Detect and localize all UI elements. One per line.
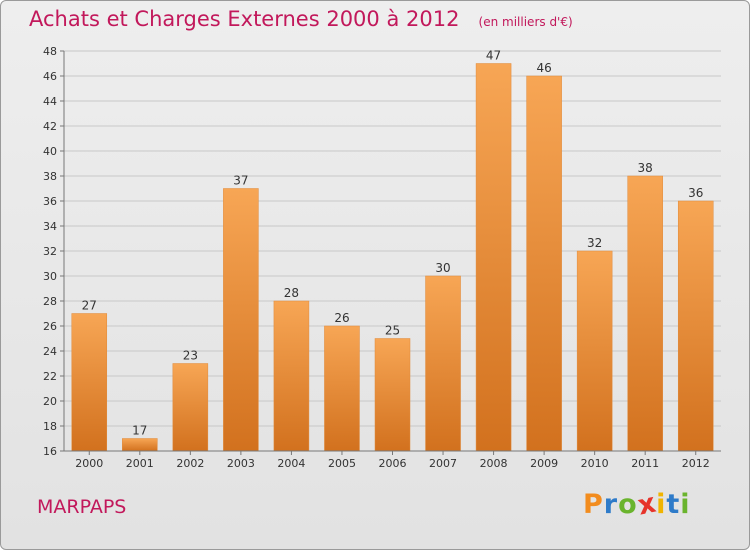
y-tick-label: 22 [43, 370, 57, 383]
bar-value-label: 25 [385, 324, 400, 338]
y-tick-label: 20 [43, 395, 57, 408]
bar-value-label: 46 [536, 61, 551, 75]
y-tick-label: 30 [43, 270, 57, 283]
x-tick-label: 2004 [277, 457, 305, 470]
bar [526, 75, 562, 452]
x-tick-label: 2001 [126, 457, 154, 470]
y-tick-label: 38 [43, 170, 57, 183]
logo-letter: t [666, 489, 681, 520]
x-tick-label: 2005 [328, 457, 356, 470]
x-tick-label: 2002 [176, 457, 204, 470]
y-tick-label: 34 [43, 220, 57, 233]
bar [425, 275, 461, 452]
x-tick-label: 2010 [581, 457, 609, 470]
y-tick-label: 44 [43, 95, 57, 108]
x-tick-label: 2006 [379, 457, 407, 470]
bar [324, 325, 360, 452]
bar-value-label: 27 [82, 299, 97, 313]
bar-value-label: 30 [435, 261, 450, 275]
bar [172, 363, 209, 452]
y-tick-label: 18 [43, 420, 57, 433]
bars [71, 63, 714, 452]
x-tick-label: 2011 [631, 457, 659, 470]
y-tick-label: 28 [43, 295, 57, 308]
chart-unit-label: (en milliers d'€) [478, 15, 573, 29]
x-tick-label: 2007 [429, 457, 457, 470]
bar [677, 200, 714, 452]
y-tick-label: 48 [43, 45, 57, 58]
bar-value-label: 32 [587, 236, 602, 250]
bar-value-label: 28 [284, 286, 299, 300]
bar-value-label: 23 [183, 349, 198, 363]
y-tick-label: 26 [43, 320, 57, 333]
x-tick-label: 2012 [682, 457, 710, 470]
y-tick-label: 46 [43, 70, 57, 83]
bar [627, 175, 663, 452]
chart-title: Achats et Charges Externes 2000 à 2012 (… [29, 7, 573, 31]
bar [475, 63, 512, 452]
bar-value-label: 37 [233, 174, 248, 188]
x-tick-label: 2000 [75, 457, 103, 470]
logo-letter: r [603, 489, 619, 520]
x-tick-label: 2009 [530, 457, 558, 470]
bar-value-label: 47 [486, 49, 501, 63]
chart-title-text: Achats et Charges Externes 2000 à 2012 [29, 7, 460, 31]
bar-value-label: 17 [132, 424, 147, 438]
proxiti-logo: Proxiti [583, 487, 691, 521]
y-tick-label: 36 [43, 195, 57, 208]
x-tick-label: 2003 [227, 457, 255, 470]
logo-letter: i [680, 489, 691, 520]
bar [374, 338, 411, 452]
bar [576, 250, 613, 452]
y-tick-label: 24 [43, 345, 57, 358]
bar [223, 188, 259, 452]
logo-letter: i [656, 489, 667, 520]
bar [273, 300, 310, 452]
bar-value-label: 38 [638, 161, 653, 175]
y-tick-label: 42 [43, 120, 57, 133]
bar [71, 313, 108, 452]
bar [122, 438, 158, 452]
data-labels: 27 17 23 37 28 26 25 30 47 46 32 38 36 [82, 49, 704, 438]
y-tick-label: 16 [43, 445, 57, 458]
x-axis-ticks: 2000 2001 2002 2003 2004 2005 2006 2007 2008 2009… [75, 451, 710, 470]
logo-letter: o [618, 489, 638, 520]
y-axis-ticks: 16 18 20 22 24 26 28 30 32 34 36 38 40 42 44 46 48 [43, 45, 64, 458]
y-tick-label: 40 [43, 145, 57, 158]
bar-value-label: 36 [688, 186, 703, 200]
commune-name: MARPAPS [37, 496, 127, 518]
x-tick-label: 2008 [480, 457, 508, 470]
bar-value-label: 26 [334, 311, 349, 325]
y-tick-label: 32 [43, 245, 57, 258]
logo-letter: P [583, 489, 604, 520]
